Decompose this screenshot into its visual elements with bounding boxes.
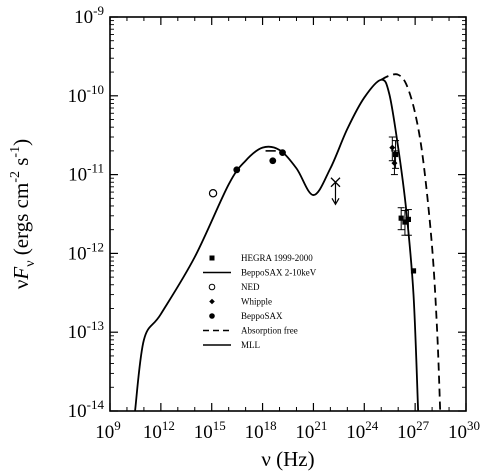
legend-item-4-marker	[209, 313, 215, 319]
axis-ticks	[109, 16, 467, 412]
hegra-error-3	[404, 209, 412, 236]
x-tick-label-3: 1018	[245, 418, 277, 443]
y-tick-label-5: 10-9	[74, 3, 104, 28]
data-points	[208, 136, 417, 412]
legend: HEGRA 1999-2000 BeppoSAX 2-10keV NED Whippl…	[203, 253, 317, 350]
plot-frame	[109, 16, 467, 412]
ned-point-0	[208, 189, 218, 198]
legend-item-5-label: Absorption free	[241, 326, 298, 336]
bepposax-point-1	[269, 157, 277, 165]
y-tick-label-4: 10-10	[68, 82, 104, 107]
legend-item-2-marker	[208, 283, 216, 291]
x-tick-label-0: 109	[95, 418, 121, 443]
x-tick-label-7: 1030	[448, 418, 480, 443]
legend-item-0-label: HEGRA 1999-2000	[241, 253, 313, 263]
legend-item-5: Absorption free	[203, 326, 298, 336]
upper-limit-arrow-head	[331, 197, 340, 206]
x-tick-label-5: 1024	[346, 418, 379, 443]
hegra-point-2	[402, 219, 408, 225]
x-tick-label-4: 1021	[295, 418, 327, 443]
legend-item-1: BeppoSAX 2-10keV	[203, 268, 317, 278]
legend-item-0: HEGRA 1999-2000	[209, 253, 313, 263]
bepposax-point-2	[279, 149, 286, 157]
absorption-free-curve	[380, 73, 442, 411]
legend-item-3: Whipple	[209, 297, 272, 307]
model-curves	[134, 73, 442, 411]
legend-item-4: BeppoSAX	[209, 311, 283, 321]
y-axis-title: νFν (ergs cm-2 s-1)	[8, 139, 38, 289]
x-axis-title: ν (Hz)	[261, 447, 314, 471]
legend-item-6: MLL	[203, 340, 260, 350]
hegra-point-0	[392, 151, 399, 158]
legend-item-3-label: Whipple	[241, 297, 272, 307]
legend-item-4-label: BeppoSAX	[241, 311, 283, 321]
y-tick-label-0: 10-14	[68, 397, 105, 422]
bepposax-point-0	[233, 166, 241, 174]
legend-item-6-label: MLL	[241, 340, 260, 350]
mll-curve	[134, 78, 420, 411]
x-tick-label-2: 1015	[194, 418, 226, 443]
whipple-point-0	[389, 144, 396, 151]
y-tick-label-1: 10-13	[68, 318, 104, 343]
hegra-point-4	[410, 268, 417, 274]
hegra-point-1	[398, 215, 404, 221]
legend-item-2-label: NED	[241, 282, 260, 292]
legend-item-2: NED	[208, 282, 260, 292]
legend-item-1-label: BeppoSAX 2-10keV	[241, 268, 317, 278]
hegra-point-3	[405, 216, 411, 223]
tick-labels: 109 1012 1015 1018 1021 1024 1027 1030 10-14 10-1…	[68, 3, 480, 443]
x-tick-label-1: 1012	[143, 418, 175, 443]
legend-item-0-marker	[209, 255, 215, 261]
x-tick-label-6: 1027	[397, 418, 430, 443]
upper-limit-0	[330, 177, 341, 206]
legend-item-3-marker	[209, 298, 215, 305]
y-tick-label-3: 10-11	[68, 161, 104, 186]
y-tick-label-2: 10-12	[68, 239, 104, 264]
